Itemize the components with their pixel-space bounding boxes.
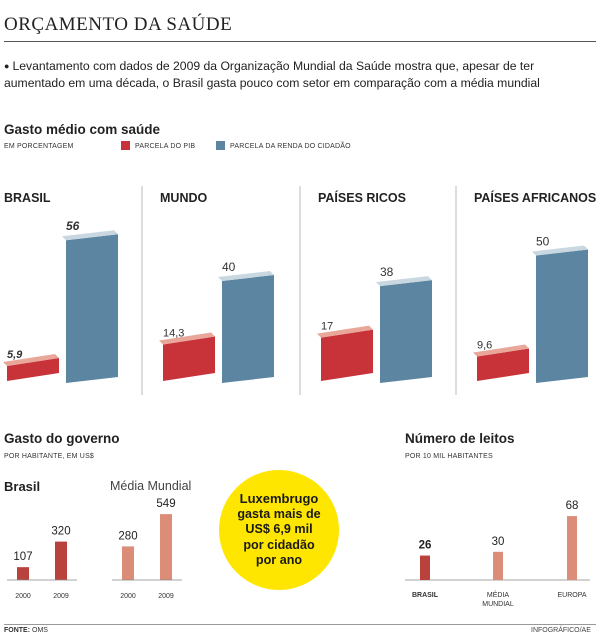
label-leitos-1: 30 [492, 536, 505, 548]
label-leitos-0: 26 [419, 540, 432, 552]
label-governo-0-0: 107 [13, 551, 32, 563]
bar-renda-1 [222, 275, 274, 383]
section3-subtitle: POR 10 MIL HABITANTES [405, 453, 493, 460]
tick-leitos-1-1: MUNDIAL [482, 601, 514, 608]
luxembourg-callout: Luxembrugo gasta mais de US$ 6,9 mil por… [219, 470, 339, 590]
label-governo-1-0: 280 [118, 530, 137, 542]
section3-title: Número de leitos [405, 431, 515, 446]
bar-leitos-1 [493, 551, 503, 580]
label-renda-1: 40 [222, 260, 236, 274]
legend-swatch-renda [216, 141, 225, 150]
bar-leitos-0 [420, 555, 430, 580]
source-value: OMS [32, 627, 48, 634]
bar-governo-0-1 [55, 541, 67, 580]
bar-governo-0-0 [17, 567, 29, 580]
tick-leitos-0-0: BRASIL [412, 592, 439, 599]
callout-line-3: US$ 6,9 mil [245, 522, 313, 537]
panel-label-0: BRASIL [4, 191, 51, 205]
bar-renda-2-top [376, 276, 432, 287]
panel-label-3: PAÍSES AFRICANOS [474, 190, 596, 205]
label-pib-2: 17 [321, 321, 333, 333]
label-renda-2: 38 [380, 265, 394, 279]
callout-line-4: por cidadão [243, 537, 315, 552]
title-divider [4, 41, 596, 42]
bar-renda-2 [380, 280, 432, 383]
section1-title: Gasto médio com saúde [4, 122, 161, 137]
page-title: ORÇAMENTO DA SAÚDE [4, 14, 233, 35]
bar-pib-2-top [317, 325, 373, 338]
bar-renda-3-top [532, 245, 588, 256]
label-governo-1-1: 549 [156, 498, 175, 510]
callout-line-5: por ano [255, 553, 303, 568]
tick-leitos-2-0: EUROPA [557, 592, 586, 599]
bar-pib-3-top [473, 344, 529, 357]
legend-label-renda: PARCELA DA RENDA DO CIDADÃO [230, 143, 351, 150]
label-governo-0-1: 320 [51, 526, 70, 538]
source-label: FONTE: [4, 627, 31, 634]
tick-governo-1-1: 2009 [158, 593, 174, 600]
panel-label-2: PAÍSES RICOS [318, 190, 406, 205]
credit-note: INFOGRÁFICO/AE [531, 627, 591, 634]
legend-swatch-pib [121, 141, 130, 150]
legend-label-pib: PARCELA DO PIB [135, 143, 196, 150]
tick-governo-0-1: 2009 [53, 593, 69, 600]
bar-pib-1 [163, 336, 215, 381]
intro-paragraph: ● Levantamento com dados de 2009 da Organ… [4, 58, 594, 92]
label-renda-0: 56 [66, 219, 80, 233]
callout-line-1: Luxembrugo [239, 491, 319, 507]
label-pib-3: 9,6 [477, 340, 492, 352]
bar-pib-0 [7, 357, 59, 381]
label-pib-1: 14,3 [163, 328, 184, 340]
group-label-media-mundial: Média Mundial [110, 479, 192, 493]
section1-subtitle: EM PORCENTAGEM [4, 143, 74, 150]
bar-pib-2 [321, 329, 373, 381]
bottom-divider [4, 624, 596, 625]
bar-renda-1-top [218, 271, 274, 281]
section2-subtitle: POR HABITANTE, EM US$ [4, 453, 95, 460]
label-pib-0: 5,9 [7, 349, 23, 361]
group-label-brasil: Brasil [4, 479, 41, 494]
bar-pib-3 [477, 348, 529, 381]
bar-renda-3 [536, 249, 588, 383]
tick-leitos-1-0: MÉDIA [487, 590, 510, 599]
intro-text: Levantamento com dados de 2009 da Organi… [4, 59, 540, 90]
bar-pib-0-top [3, 353, 59, 366]
source-note: FONTE: OMS [4, 627, 48, 634]
bar-leitos-2 [567, 516, 577, 580]
bullet-icon: ● [4, 61, 10, 71]
tick-governo-1-0: 2000 [120, 593, 136, 600]
label-leitos-2: 68 [566, 500, 579, 512]
tick-governo-0-0: 2000 [15, 593, 31, 600]
bar-renda-0-top [62, 230, 118, 241]
section2-title: Gasto do governo [4, 431, 120, 446]
label-renda-3: 50 [536, 235, 550, 249]
callout-line-2: gasta mais de [237, 506, 321, 521]
bar-renda-0 [66, 234, 118, 383]
bar-pib-1-top [159, 332, 215, 345]
bar-governo-1-0 [122, 546, 134, 580]
panel-label-1: MUNDO [160, 191, 207, 205]
bar-governo-1-1 [160, 514, 172, 580]
